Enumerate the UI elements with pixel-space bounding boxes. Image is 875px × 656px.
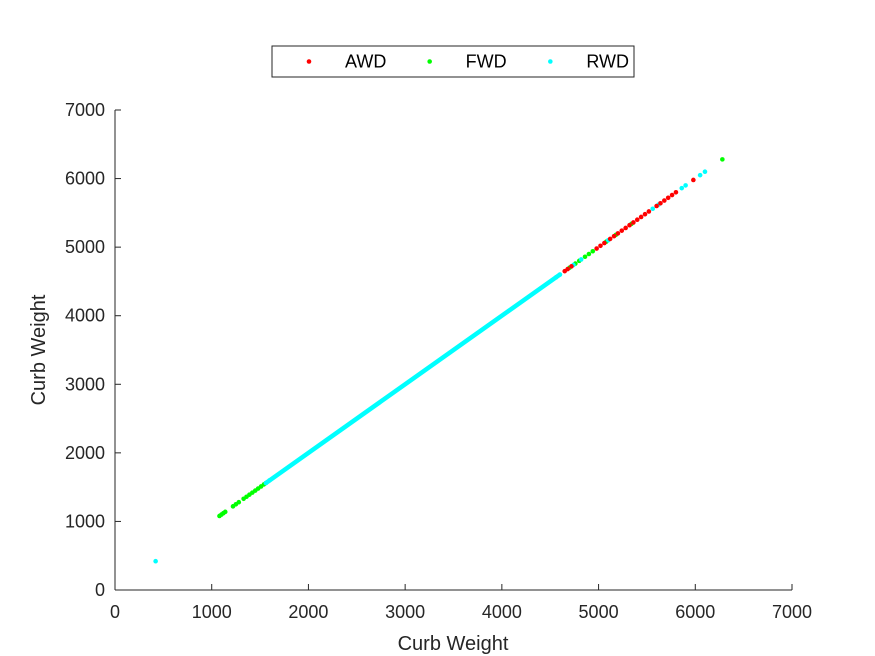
y-tick-label: 4000: [65, 306, 105, 326]
data-point: [611, 233, 617, 239]
legend-item-awd: AWD: [306, 52, 386, 72]
y-tick-label: 6000: [65, 169, 105, 189]
data-point: [642, 211, 648, 217]
data-point: [691, 177, 696, 183]
data-point: [615, 231, 621, 236]
x-tick-label: 2000: [288, 602, 328, 622]
data-point: [669, 192, 675, 198]
legend: AWD FWD RWD: [271, 45, 635, 78]
x-axis-label: Curb Weight: [398, 633, 509, 655]
data-point: [720, 157, 725, 162]
series-rwd: [153, 169, 708, 564]
data-point: [683, 183, 688, 188]
data-point: [650, 206, 656, 212]
data-point: [654, 203, 659, 209]
data-point: [553, 275, 559, 280]
data-point: [594, 246, 599, 251]
x-tick-label: 4000: [482, 602, 522, 622]
data-point: [586, 251, 592, 257]
legend-label: FWD: [466, 52, 507, 72]
legend-marker: [427, 59, 432, 64]
y-axis: 0 1000 2000 3000 4000 5000 6000 7000: [65, 100, 121, 600]
data-point: [565, 266, 570, 272]
legend-label: AWD: [345, 52, 386, 72]
y-tick-label: 2000: [65, 443, 105, 463]
data-point: [236, 499, 242, 505]
x-tick-label: 6000: [675, 602, 715, 622]
data-point: [590, 248, 596, 254]
legend-item-rwd: RWD: [548, 52, 629, 72]
data-point: [582, 254, 588, 260]
data-point: [673, 189, 679, 195]
series-rwd-dense-points: [263, 272, 563, 486]
data-point: [627, 222, 632, 228]
data-point: [222, 509, 228, 515]
y-tick-label: 1000: [65, 511, 105, 531]
data-point: [631, 220, 636, 225]
legend-label: RWD: [586, 52, 629, 72]
data-point: [634, 217, 640, 223]
legend-marker: [306, 59, 312, 64]
data-point: [662, 198, 667, 203]
y-tick-label: 7000: [65, 100, 105, 120]
x-tick-label: 5000: [579, 602, 619, 622]
y-axis-label: Curb Weight: [28, 294, 50, 405]
data-point: [665, 195, 671, 201]
data-point: [602, 240, 607, 246]
y-tick-label: 3000: [65, 374, 105, 394]
series-fwd: [217, 157, 725, 519]
y-tick-label: 0: [95, 580, 105, 600]
plot-area: [114, 110, 792, 591]
series-awd: [562, 177, 696, 274]
legend-box: [271, 45, 635, 78]
y-tick-label: 5000: [65, 237, 105, 257]
data-point: [658, 200, 663, 206]
data-point: [619, 228, 625, 233]
data-point: [557, 272, 563, 277]
legend-item-fwd: FWD: [427, 52, 507, 72]
x-tick-label: 3000: [385, 602, 425, 622]
data-point: [569, 264, 574, 269]
data-point: [702, 169, 708, 175]
data-point: [638, 214, 644, 220]
x-tick-label: 7000: [772, 602, 812, 622]
data-point: [697, 172, 703, 178]
data-point: [646, 209, 652, 214]
data-point: [267, 477, 273, 483]
data-point: [153, 558, 158, 564]
data-point: [679, 185, 685, 191]
x-axis: 0 1000 2000 3000 4000 5000 6000 7000: [110, 584, 812, 622]
data-point: [598, 243, 603, 249]
series-layer: [153, 157, 725, 564]
x-tick-label: 0: [110, 602, 120, 622]
data-point: [607, 236, 613, 242]
x-tick-label: 1000: [192, 602, 232, 622]
data-point: [623, 225, 628, 231]
data-point: [578, 257, 584, 262]
legend-marker: [548, 59, 553, 64]
